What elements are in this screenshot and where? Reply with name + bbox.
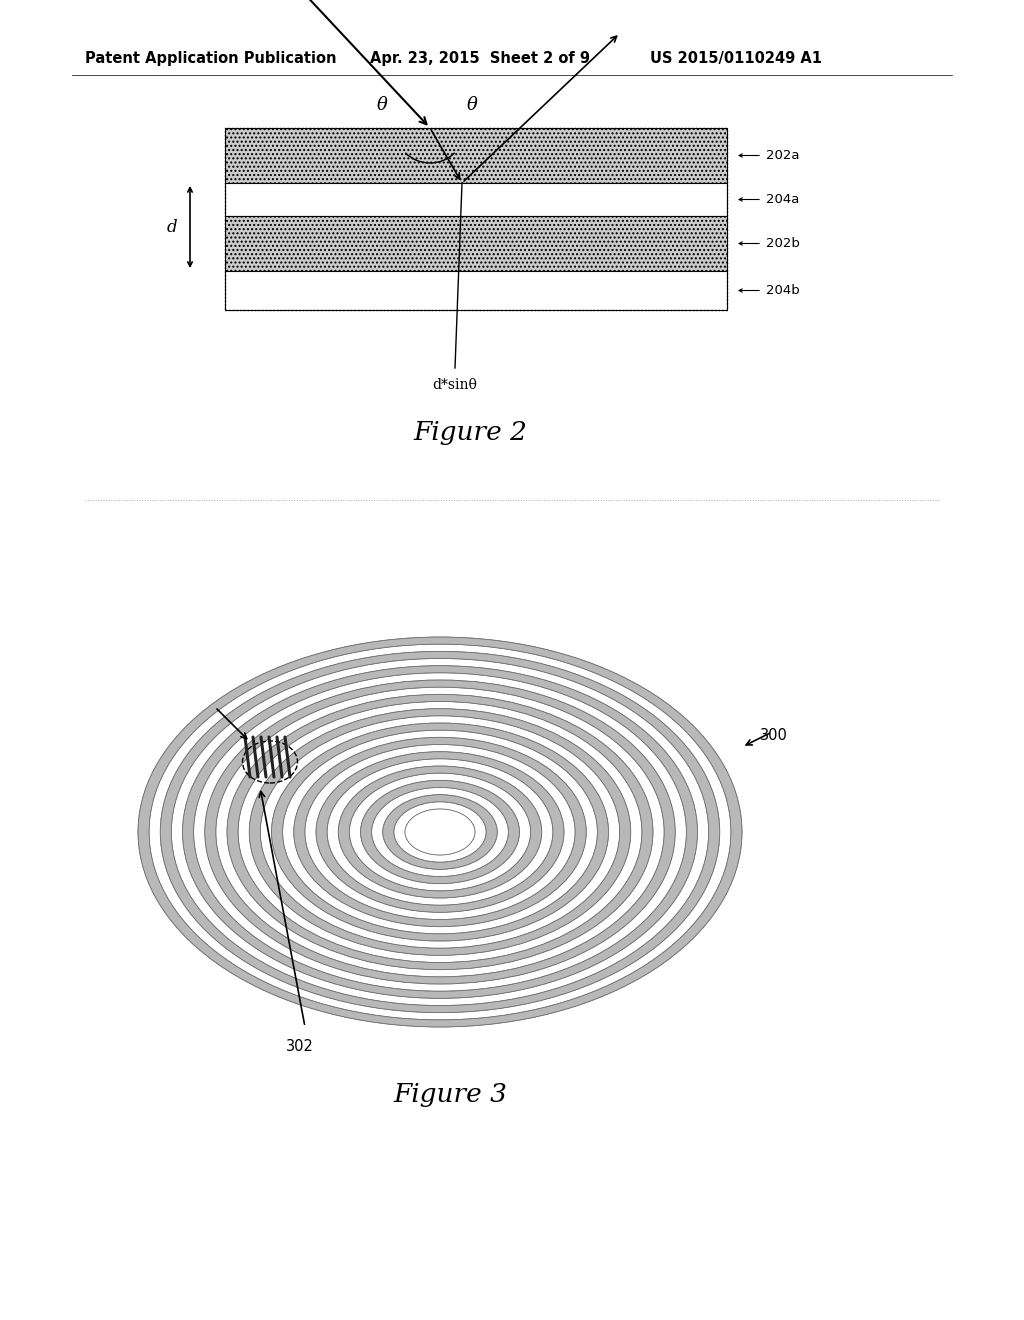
Ellipse shape	[160, 651, 720, 1012]
Ellipse shape	[216, 688, 665, 977]
Ellipse shape	[338, 766, 542, 898]
Ellipse shape	[294, 738, 587, 927]
Bar	[225, 183, 727, 216]
Bar	[225, 128, 727, 310]
Text: 202b: 202b	[766, 238, 800, 249]
Text: 300: 300	[760, 729, 787, 743]
Ellipse shape	[406, 809, 475, 855]
Text: US 2015/0110249 A1: US 2015/0110249 A1	[650, 50, 822, 66]
Ellipse shape	[227, 694, 653, 970]
Bar	[225, 216, 727, 271]
Text: Apr. 23, 2015  Sheet 2 of 9: Apr. 23, 2015 Sheet 2 of 9	[370, 50, 590, 66]
Text: d: d	[167, 219, 177, 235]
Ellipse shape	[305, 744, 575, 920]
Ellipse shape	[260, 715, 620, 948]
Ellipse shape	[271, 723, 608, 941]
Ellipse shape	[205, 680, 675, 983]
Ellipse shape	[283, 730, 597, 933]
Ellipse shape	[327, 759, 553, 906]
Bar	[225, 128, 727, 183]
Text: 202a: 202a	[766, 149, 800, 162]
Ellipse shape	[249, 709, 631, 956]
Ellipse shape	[406, 809, 475, 855]
Text: 302: 302	[286, 1039, 314, 1053]
Ellipse shape	[360, 780, 519, 883]
Bar	[225, 271, 727, 310]
Ellipse shape	[239, 701, 642, 962]
Text: Figure 2: Figure 2	[413, 420, 527, 445]
Text: θ: θ	[377, 96, 387, 114]
Text: Figure 3: Figure 3	[393, 1082, 507, 1107]
Text: 204a: 204a	[766, 193, 800, 206]
Ellipse shape	[194, 673, 686, 991]
Text: d*sinθ: d*sinθ	[432, 378, 477, 392]
Ellipse shape	[138, 638, 742, 1027]
Ellipse shape	[383, 795, 498, 870]
Ellipse shape	[394, 801, 486, 862]
Ellipse shape	[372, 788, 508, 876]
Ellipse shape	[171, 659, 709, 1006]
Ellipse shape	[349, 774, 530, 891]
Ellipse shape	[150, 644, 731, 1020]
Text: Patent Application Publication: Patent Application Publication	[85, 50, 337, 66]
Text: θ: θ	[467, 96, 477, 114]
Ellipse shape	[182, 665, 697, 998]
Text: 204b: 204b	[766, 284, 800, 297]
Ellipse shape	[316, 751, 564, 912]
